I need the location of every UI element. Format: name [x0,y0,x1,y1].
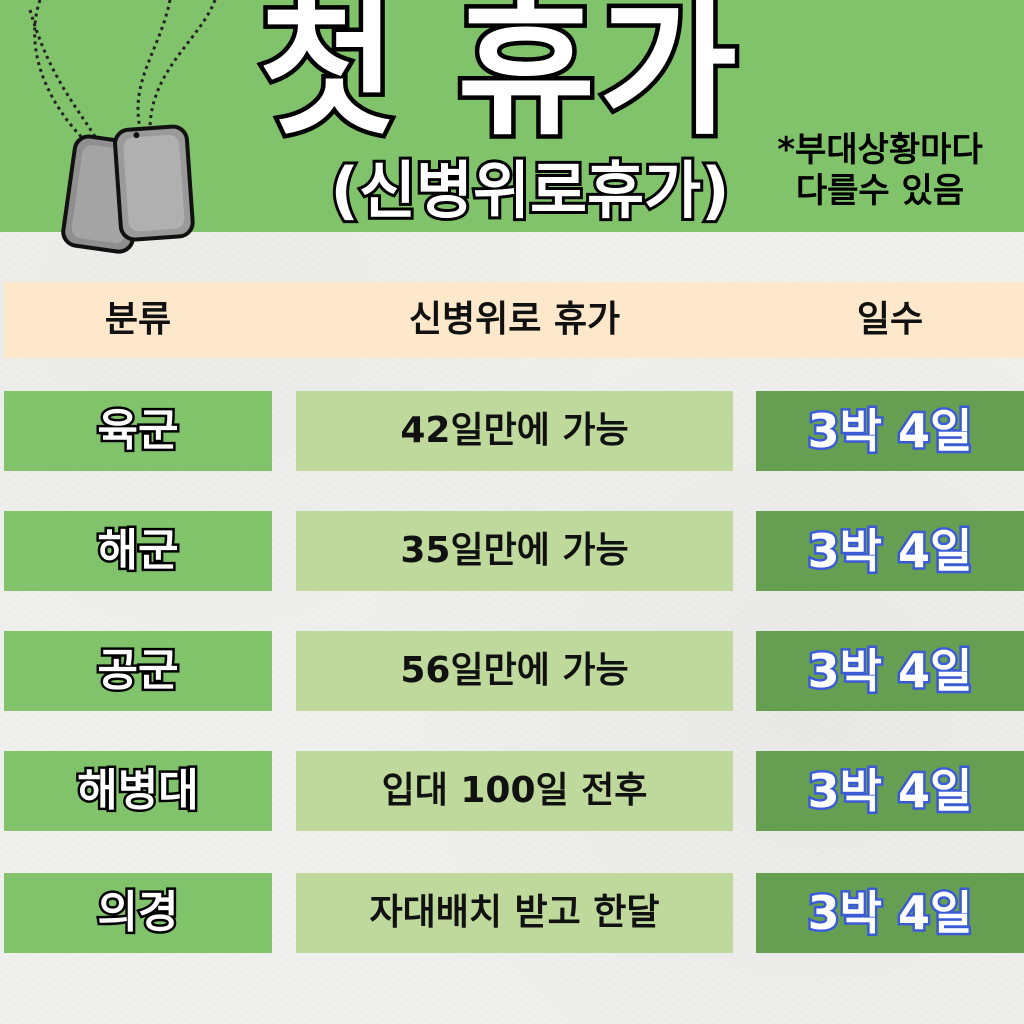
branch-cell: 의경 [4,873,272,953]
disclaimer-note: *부대상황마다 다를수 있음 [760,130,1000,212]
condition-cell: 35일만에 가능 [296,511,733,591]
branch-cell: 공군 [4,631,272,711]
dog-tags-icon [28,0,217,254]
column-header-days: 일수 [856,299,924,340]
column-header-branch: 분류 [104,299,172,340]
days-cell: 3박 4일 [756,631,1024,711]
days-cell: 3박 4일 [756,873,1024,953]
days-cell: 3박 4일 [756,751,1024,831]
note-line-1: *부대상황마다 [777,130,983,170]
branch-cell: 해군 [4,511,272,591]
page-subtitle: (신병위로휴가) [328,154,733,227]
page-title: 첫 휴가 [254,0,742,156]
condition-cell: 자대배치 받고 한달 [296,873,733,953]
header-banner: 첫 휴가 (신병위로휴가) *부대상황마다 다를수 있음 [0,0,1024,254]
branch-cell: 해병대 [4,751,272,831]
note-line-2: 다를수 있음 [795,170,965,211]
condition-cell: 42일만에 가능 [296,391,733,471]
branch-cell: 육군 [4,391,272,471]
column-header-condition: 신병위로 휴가 [408,299,621,340]
days-cell: 3박 4일 [756,391,1024,471]
condition-cell: 56일만에 가능 [296,631,733,711]
days-cell: 3박 4일 [756,511,1024,591]
table-header: 분류 신병위로 휴가 일수 [4,282,1024,358]
condition-cell: 입대 100일 전후 [296,751,733,831]
